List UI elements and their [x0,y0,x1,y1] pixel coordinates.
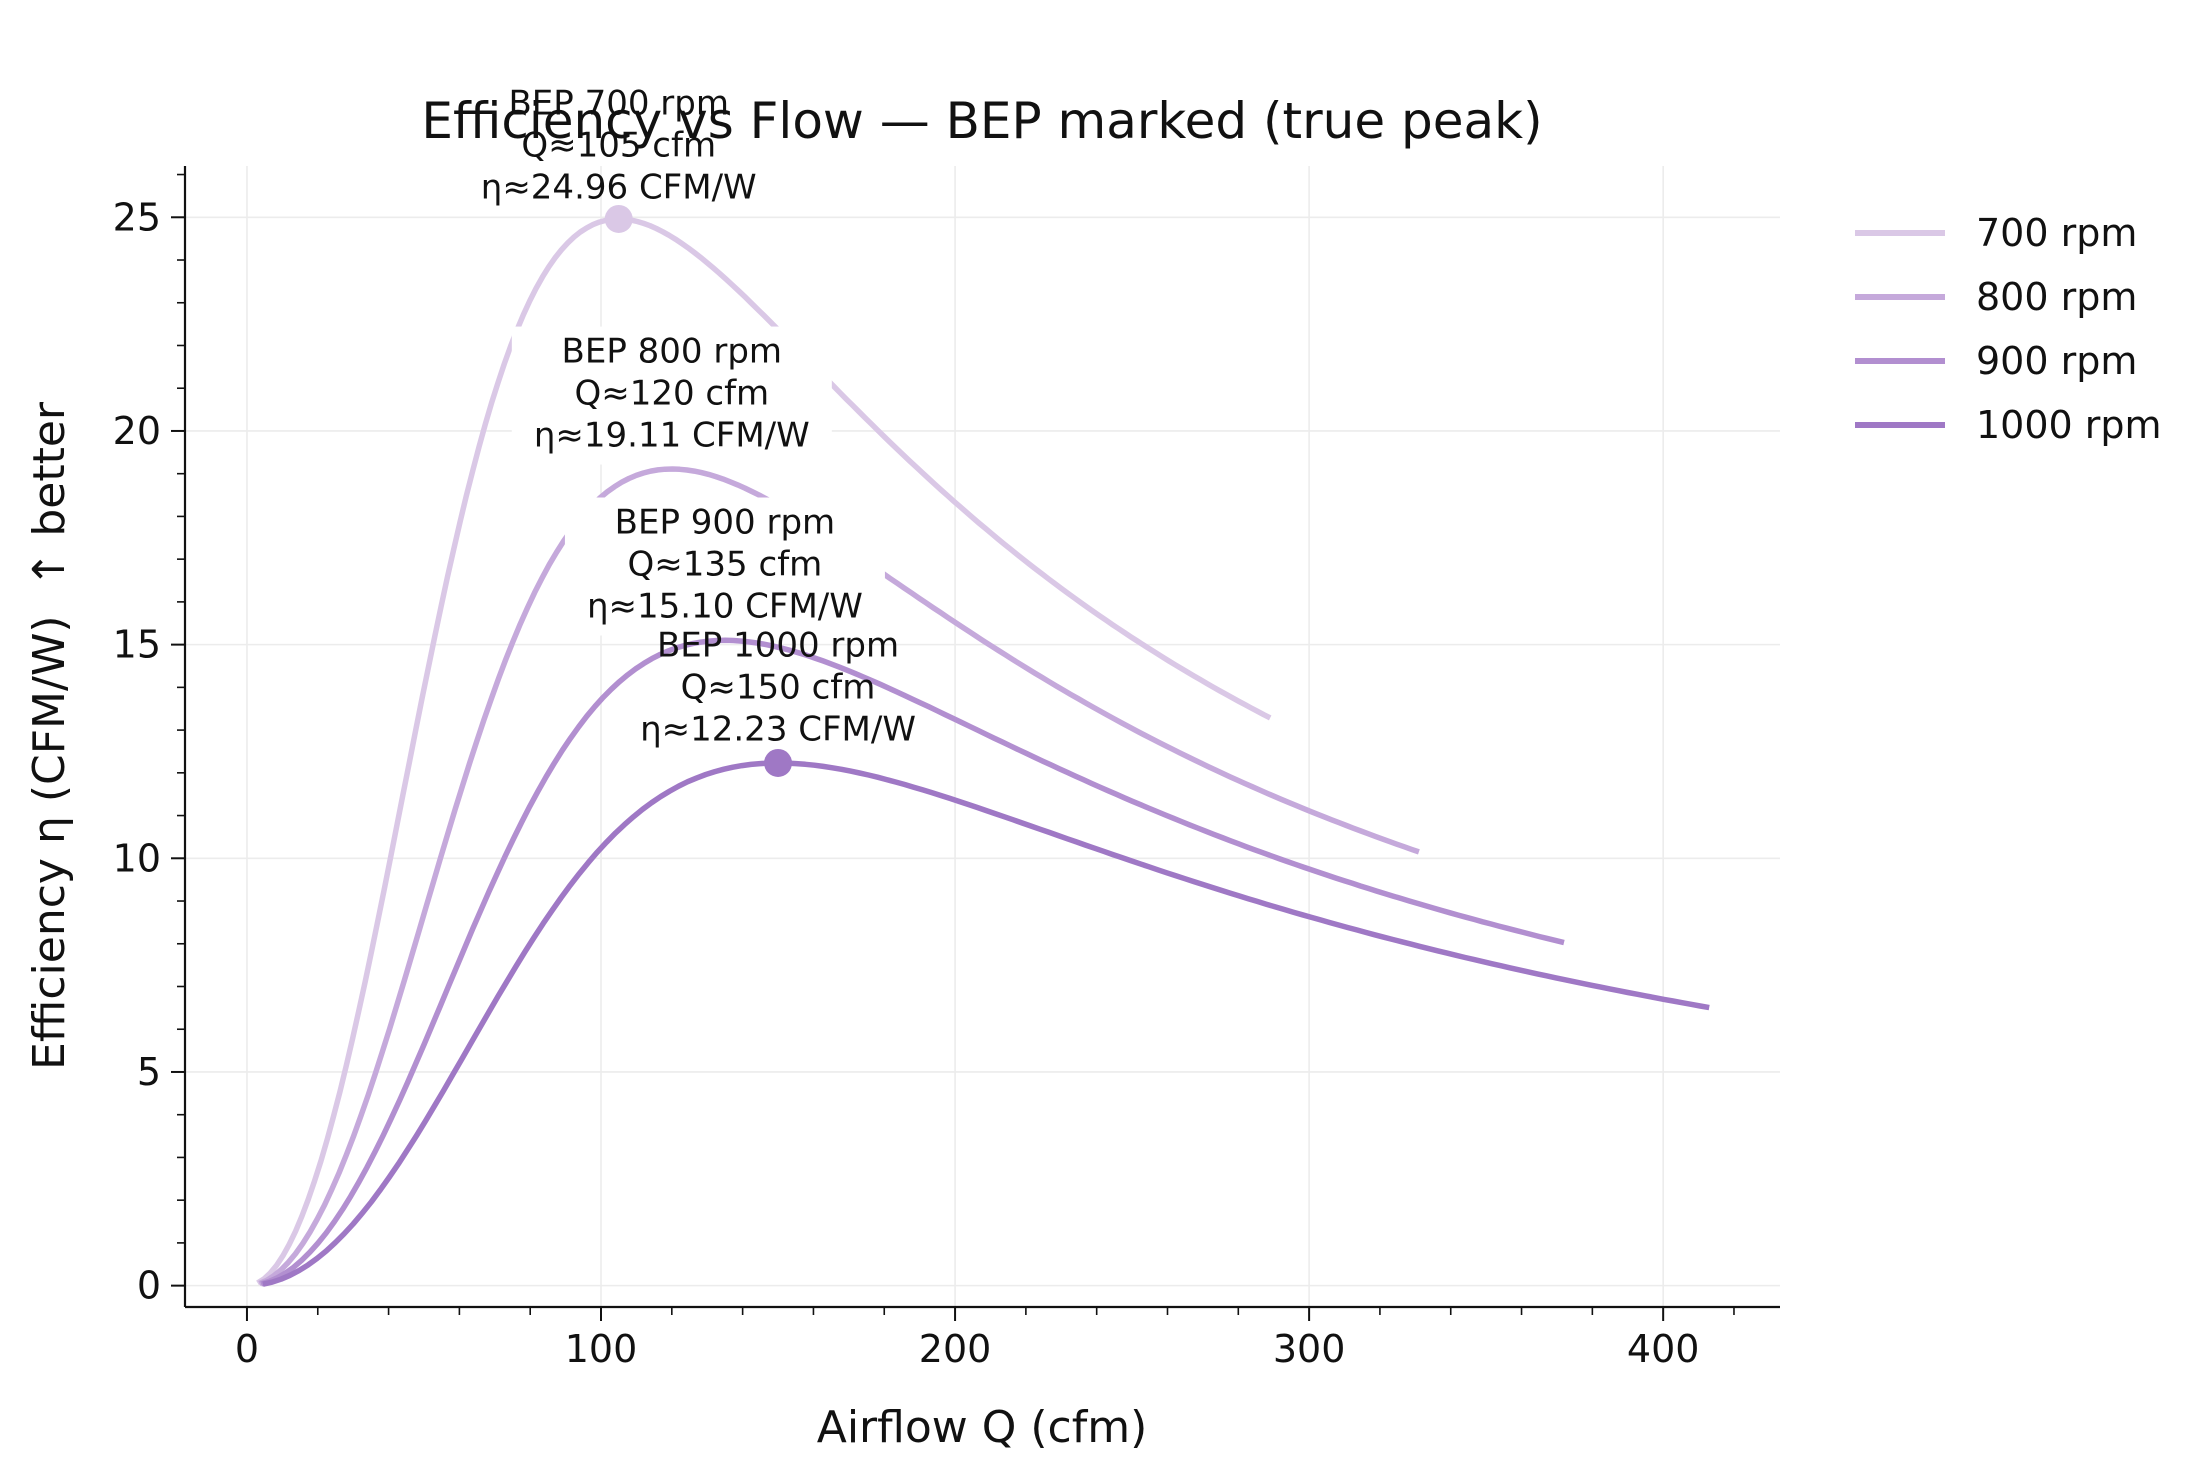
x-tick-label: 100 [565,1327,638,1371]
annotation-text: Q≈105 cfm [521,126,716,166]
series-line-700-rpm [256,216,1272,1286]
bep-marker [604,204,633,233]
annotation-text: Q≈150 cfm [681,668,876,708]
annotation-text: Q≈135 cfm [628,545,823,585]
annotation-text: η≈19.11 CFM/W [534,416,810,456]
legend-label: 900 rpm [1976,339,2137,383]
y-tick-label: 10 [113,836,161,880]
x-axis-label: Airflow Q (cfm) [817,1402,1148,1453]
x-tick-label: 400 [1627,1327,1700,1371]
legend-label: 800 rpm [1976,275,2137,319]
bep-marker [764,748,793,777]
annotation-text: Q≈120 cfm [574,374,769,414]
x-tick-label: 0 [235,1327,259,1371]
y-tick-label: 5 [137,1050,161,1094]
series-line-900-rpm [260,637,1565,1287]
curves [256,216,1710,1287]
legend: 700 rpm 800 rpm 900 rpm 1000 rpm [1855,211,2162,447]
annotation-text: BEP 900 rpm [615,503,836,543]
y-axis-label: Efficiency η (CFM/W) ↑ better [24,401,75,1070]
chart-title: Efficiency vs Flow — BEP marked (true pe… [421,92,1542,150]
annotation-text: BEP 700 rpm [508,84,729,124]
y-tick-label: 25 [113,195,161,239]
series-line-1000-rpm [262,760,1710,1287]
annotation-text: η≈15.10 CFM/W [587,587,863,627]
legend-label: 700 rpm [1976,211,2137,255]
x-tick-label: 300 [1273,1327,1346,1371]
axes [183,166,1780,1309]
y-tick-label: 20 [113,409,161,453]
annotation-text: BEP 800 rpm [562,332,783,372]
annotation-backdrop [511,326,832,465]
annotation-text: η≈24.96 CFM/W [481,168,757,208]
y-tick-label: 15 [113,623,161,667]
annotation-text: BEP 1000 rpm [657,626,899,666]
x-tick-label: 200 [919,1327,992,1371]
y-tick-label: 0 [137,1264,161,1308]
legend-label: 1000 rpm [1976,403,2162,447]
annotation-text: η≈12.23 CFM/W [640,710,916,750]
grid [185,166,1780,1307]
ticks: 0 100 200 300 400 0 5 10 15 20 25 [113,173,1735,1371]
annotation-backdrop [564,497,885,636]
